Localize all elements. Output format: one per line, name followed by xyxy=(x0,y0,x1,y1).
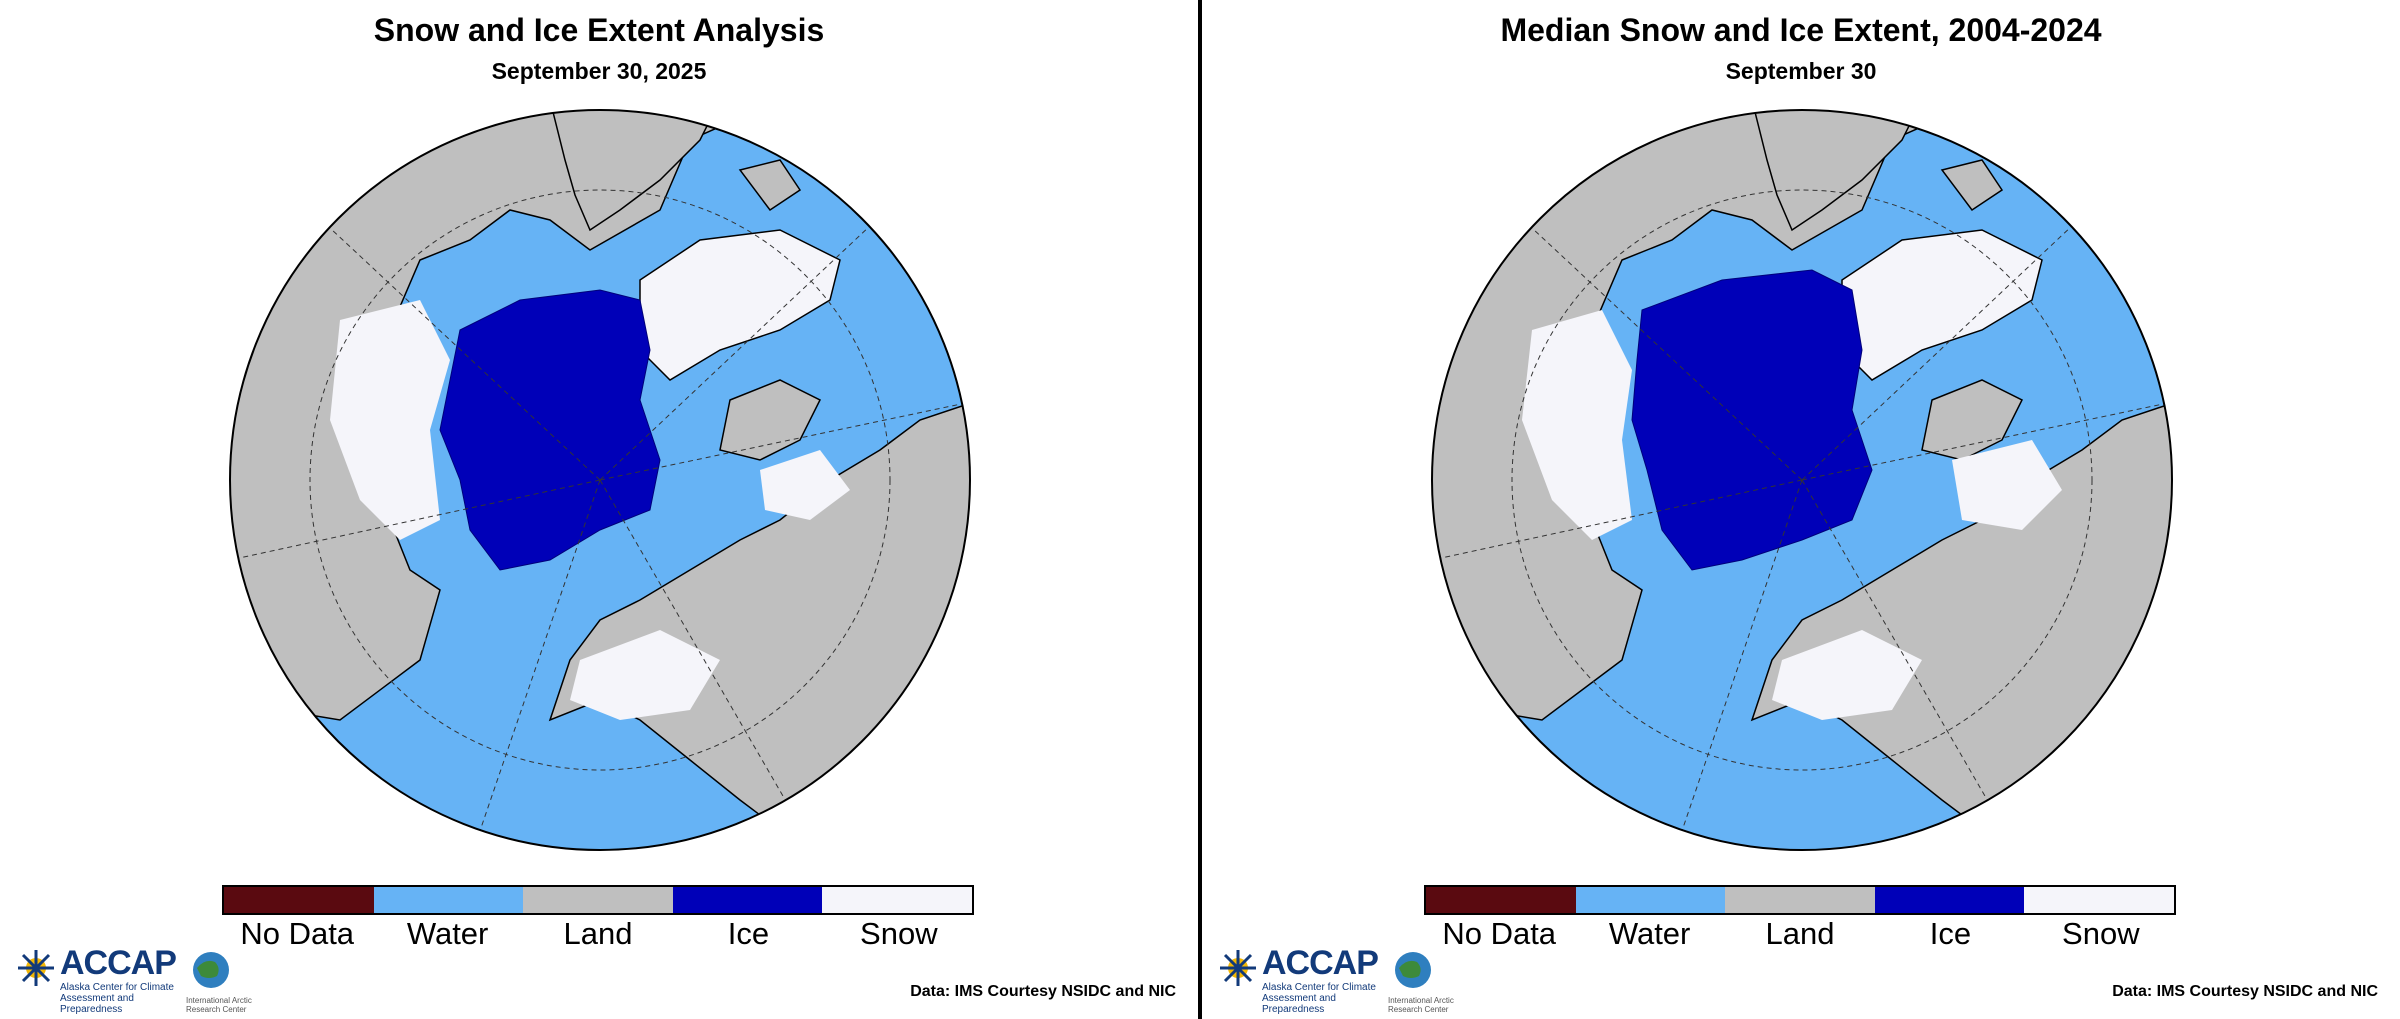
accap-logo: ACCAP Alaska Center for Climate Assessme… xyxy=(1218,944,1454,1015)
accap-tagline: Alaska Center for Climate Assessment and… xyxy=(60,982,174,1015)
data-credit: Data: IMS Courtesy NSIDC and NIC xyxy=(910,983,1176,1000)
map-subtitle: September 30 xyxy=(1725,58,1877,84)
legend-swatch-no-data xyxy=(1426,887,1576,913)
legend-swatch-ice xyxy=(1874,887,2025,913)
data-credit: Data: IMS Courtesy NSIDC and NIC xyxy=(2112,983,2378,1000)
map-title: Snow and Ice Extent Analysis xyxy=(373,12,825,48)
map-title: Median Snow and Ice Extent, 2004-2024 xyxy=(1500,12,2102,48)
legend-labels: No Data Water Land Ice Snow xyxy=(1424,916,2176,952)
accap-snowflake-logo-icon xyxy=(18,950,54,986)
polar-extent-map xyxy=(1431,109,2173,851)
snow-siberia xyxy=(1522,310,1632,540)
map-outline xyxy=(229,109,971,851)
panel-divider xyxy=(1198,0,1202,1019)
sea-ice xyxy=(439,289,661,571)
land-svalbard xyxy=(1940,159,2004,212)
panel-median-extent: Median Snow and Ice Extent, 2004-2024 Se… xyxy=(1202,0,2400,1019)
legend-label-land: Land xyxy=(1765,916,1835,951)
legend-colorbar xyxy=(1424,885,2176,915)
legend-label-no-data: No Data xyxy=(240,916,355,951)
legend-labels: No Data Water Land Ice Snow xyxy=(222,916,974,952)
accap-tagline: Alaska Center for Climate Assessment and… xyxy=(1262,982,1376,1015)
accap-logo: ACCAP Alaska Center for Climate Assessme… xyxy=(16,944,252,1015)
legend-swatch-water xyxy=(373,887,524,913)
legend-swatch-land xyxy=(523,887,673,913)
map-subtitle: September 30, 2025 xyxy=(491,58,707,84)
iarc-globe-logo-icon xyxy=(193,952,229,988)
legend-label-no-data: No Data xyxy=(1442,916,1557,951)
snow-canada xyxy=(760,450,850,520)
snow-siberia xyxy=(330,300,450,540)
legend-swatch-ice xyxy=(672,887,823,913)
accap-logo-text: ACCAP xyxy=(60,944,177,982)
land-greenland xyxy=(639,229,841,381)
land-canadian-archipelago xyxy=(719,379,822,461)
legend-label-ice: Ice xyxy=(727,916,770,951)
land-canadian-archipelago xyxy=(1921,379,2024,461)
legend-swatch-land xyxy=(1725,887,1875,913)
snow-alaska xyxy=(1772,630,1922,720)
polar-extent-map xyxy=(229,109,971,851)
accap-snowflake-logo-icon xyxy=(1220,950,1256,986)
legend-swatch-no-data xyxy=(224,887,374,913)
snow-canada xyxy=(1952,440,2062,530)
legend-swatch-snow xyxy=(2024,887,2174,913)
accap-logo-text: ACCAP xyxy=(1262,944,1379,982)
legend-label-snow: Snow xyxy=(860,916,938,951)
legend-label-ice: Ice xyxy=(1929,916,1972,951)
map-outline xyxy=(1431,109,2173,851)
legend-label-land: Land xyxy=(563,916,633,951)
legend-swatch-snow xyxy=(822,887,972,913)
legend-label-snow: Snow xyxy=(2062,916,2140,951)
sea-ice xyxy=(1631,269,1873,571)
panel-current-analysis: Snow and Ice Extent Analysis September 3… xyxy=(0,0,1198,1019)
land-svalbard xyxy=(738,159,802,212)
iarc-globe-logo-icon xyxy=(1395,952,1431,988)
legend-label-water: Water xyxy=(1608,916,1691,951)
iarc-name: International Arctic Research Center xyxy=(1388,996,1454,1014)
snow-alaska xyxy=(570,630,720,720)
iarc-name: International Arctic Research Center xyxy=(186,996,252,1014)
legend-swatch-water xyxy=(1575,887,1726,913)
legend-colorbar xyxy=(222,885,974,915)
legend-label-water: Water xyxy=(406,916,489,951)
